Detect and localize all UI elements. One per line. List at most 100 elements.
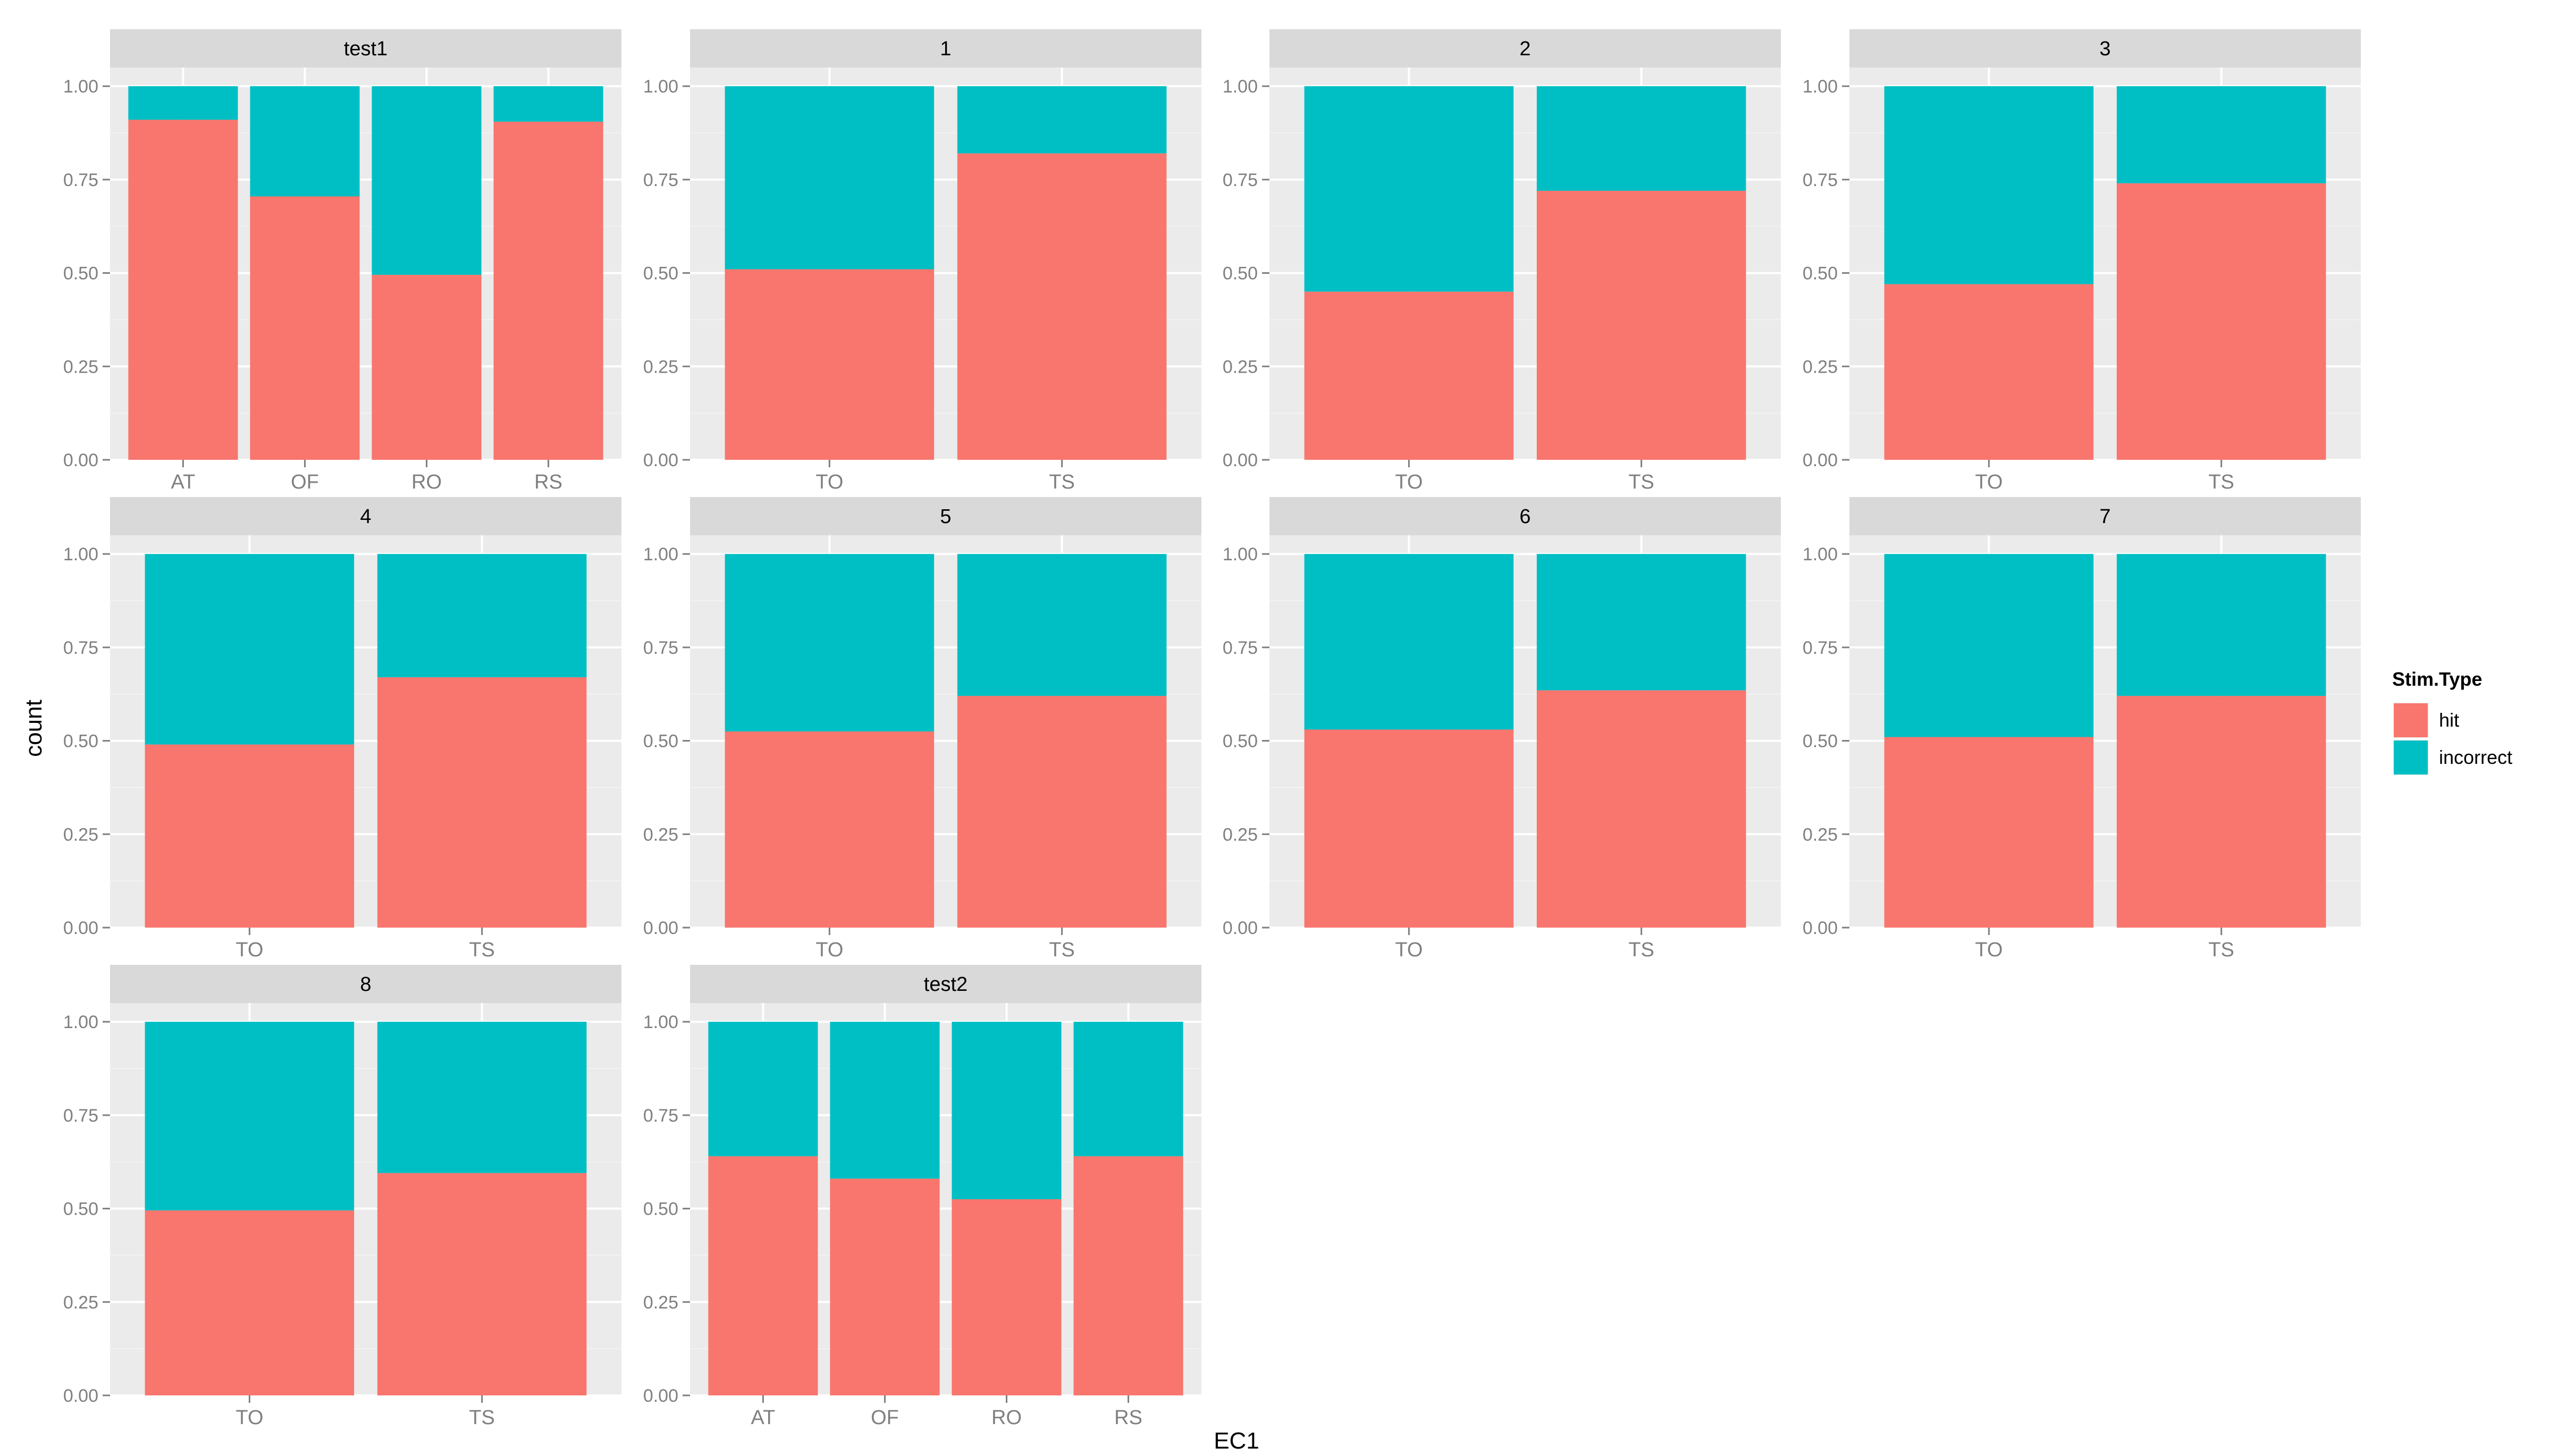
bar-incorrect-rs	[493, 86, 603, 122]
x-tick-label: TS	[1049, 939, 1075, 961]
x-tick-label: OF	[871, 1407, 899, 1429]
bar-incorrect-ts	[377, 554, 587, 678]
y-tick-label: 0.50	[643, 1199, 678, 1219]
x-tick-label: TO	[815, 471, 843, 493]
x-tick-label: TS	[1628, 471, 1654, 493]
facet-strip-label: 2	[1519, 38, 1530, 60]
y-tick-label: 0.75	[643, 638, 678, 658]
y-tick-label: 0.25	[1803, 824, 1838, 845]
bar-incorrect-ts	[2116, 86, 2326, 183]
y-tick-label: 0.50	[1223, 731, 1258, 752]
x-tick-label: TS	[2208, 939, 2234, 961]
facet-strip	[1849, 29, 2361, 68]
panels: test1 0.00 0.25 0.50 0.75 1.00 AT OF RO RS 1 0.00 0.…	[63, 29, 2361, 1429]
y-tick-label: 0.75	[63, 638, 98, 658]
panel-6: 6 0.00 0.25 0.50 0.75 1.00 TO TS	[1223, 497, 1781, 961]
bar-incorrect-ts	[1536, 554, 1746, 691]
y-tick-label: 0.25	[1223, 824, 1258, 845]
y-tick-label: 0.25	[63, 1292, 98, 1312]
x-tick-label: TO	[1395, 939, 1423, 961]
x-axis-label: EC1	[1214, 1428, 1259, 1454]
y-tick-label: 0.25	[63, 357, 98, 377]
x-tick-label: RO	[991, 1407, 1022, 1429]
x-tick-label: TO	[1395, 471, 1423, 493]
bar-incorrect-ro	[372, 86, 482, 275]
y-tick-label: 0.00	[1803, 918, 1838, 938]
bar-incorrect-ts	[377, 1022, 587, 1173]
bar-hit-rs	[493, 121, 603, 460]
facet-strip	[690, 965, 1201, 1003]
bar-hit-ts	[957, 153, 1167, 460]
x-tick-label: TS	[469, 1407, 495, 1429]
y-tick-label: 1.00	[1223, 77, 1258, 97]
bar-incorrect-ts	[1536, 86, 1746, 191]
bar-incorrect-rs	[1073, 1022, 1183, 1157]
bar-hit-to	[1304, 291, 1514, 460]
bar-hit-to	[725, 269, 935, 460]
y-tick-label: 0.00	[63, 918, 98, 938]
facet-strip	[690, 497, 1201, 535]
bar-incorrect-ts	[2116, 554, 2326, 696]
y-tick-label: 0.00	[1223, 450, 1258, 470]
bar-hit-of	[830, 1179, 940, 1395]
panel-2: 2 0.00 0.25 0.50 0.75 1.00 TO TS	[1223, 29, 1781, 493]
bar-incorrect-ts	[957, 554, 1167, 696]
y-tick-label: 0.00	[643, 1386, 678, 1406]
y-tick-label: 0.75	[643, 170, 678, 190]
legend: Stim.Type hit incorrect	[2391, 668, 2512, 777]
x-tick-label: TO	[235, 939, 263, 961]
y-tick-label: 0.50	[643, 264, 678, 284]
x-tick-label: TO	[1975, 939, 2003, 961]
bar-hit-at	[708, 1156, 818, 1395]
bar-incorrect-to	[725, 86, 935, 270]
facet-strip-label: 1	[940, 38, 951, 60]
legend-label-hit: hit	[2439, 709, 2459, 731]
bar-hit-to	[1884, 284, 2094, 460]
bar-hit-of	[250, 196, 360, 460]
y-tick-label: 1.00	[63, 77, 98, 97]
y-tick-label: 1.00	[1803, 544, 1838, 565]
y-tick-label: 0.00	[1223, 918, 1258, 938]
bar-incorrect-at	[128, 86, 238, 120]
legend-title: Stim.Type	[2392, 668, 2482, 690]
x-tick-label: TO	[235, 1407, 263, 1429]
facet-strip-label: test1	[344, 38, 388, 60]
panel-4: 4 0.00 0.25 0.50 0.75 1.00 TO TS	[63, 497, 621, 961]
facet-strip	[690, 29, 1201, 68]
x-tick-label: OF	[291, 471, 319, 493]
y-tick-label: 0.00	[643, 918, 678, 938]
bar-incorrect-at	[708, 1022, 818, 1157]
y-tick-label: 0.50	[63, 1199, 98, 1219]
y-tick-label: 0.75	[1803, 170, 1838, 190]
facet-strip-label: 7	[2099, 506, 2110, 528]
y-tick-label: 0.75	[63, 1106, 98, 1126]
x-tick-label: RO	[411, 471, 442, 493]
bar-incorrect-to	[145, 1022, 355, 1211]
bar-hit-ts	[377, 677, 587, 928]
bar-incorrect-to	[145, 554, 355, 745]
x-tick-label: AT	[171, 471, 196, 493]
x-tick-label: RS	[1114, 1407, 1142, 1429]
y-tick-label: 0.75	[63, 170, 98, 190]
x-tick-label: TO	[815, 939, 843, 961]
y-tick-label: 0.00	[63, 450, 98, 470]
bar-incorrect-to	[1304, 86, 1514, 292]
bar-hit-ts	[2116, 696, 2326, 928]
panel-8: 8 0.00 0.25 0.50 0.75 1.00 TO TS	[63, 965, 621, 1429]
y-tick-label: 0.25	[1803, 357, 1838, 377]
bar-hit-to	[1884, 737, 2094, 928]
bar-hit-to	[725, 731, 935, 928]
y-tick-label: 1.00	[643, 77, 678, 97]
x-tick-label: AT	[751, 1407, 776, 1429]
y-tick-label: 0.00	[63, 1386, 98, 1406]
bar-hit-ro	[952, 1199, 1062, 1395]
y-tick-label: 0.50	[1803, 264, 1838, 284]
facet-strip	[110, 497, 621, 535]
facet-strip-label: 5	[940, 506, 951, 528]
y-tick-label: 1.00	[63, 544, 98, 565]
y-tick-label: 0.75	[643, 1106, 678, 1126]
panel-5: 5 0.00 0.25 0.50 0.75 1.00 TO TS	[643, 497, 1201, 961]
y-tick-label: 0.75	[1803, 638, 1838, 658]
legend-label-incorrect: incorrect	[2439, 746, 2512, 768]
facet-strip	[1849, 497, 2361, 535]
